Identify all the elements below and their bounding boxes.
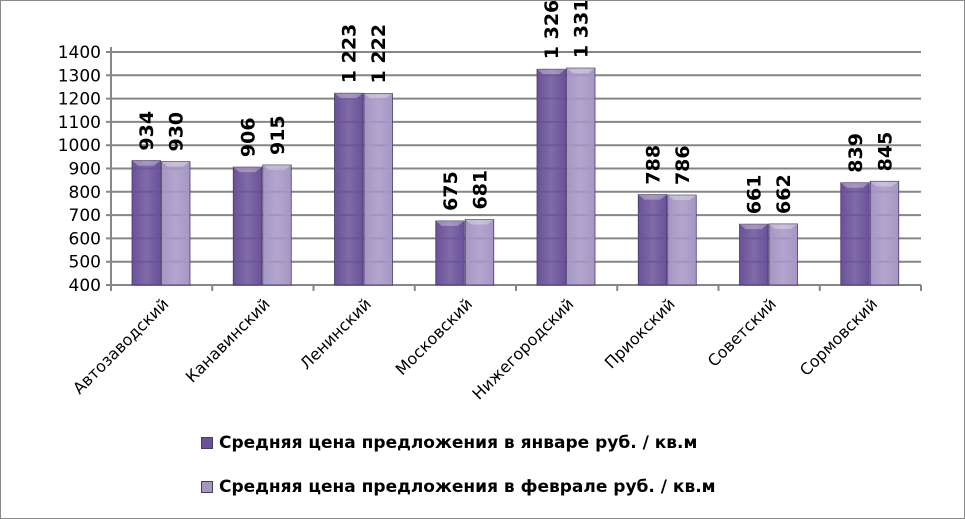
bar-bevel <box>334 93 363 99</box>
bar <box>536 68 566 286</box>
data-label: 788 <box>643 145 665 185</box>
bar <box>161 161 191 286</box>
bar-bevel <box>739 224 768 230</box>
x-tick-label: Автозаводский <box>69 294 172 397</box>
x-tick-label: Нижегородский <box>468 294 577 403</box>
legend-item-january: Средняя цена предложения в январе руб. /… <box>201 433 697 453</box>
y-tick-label: 500 <box>69 253 101 273</box>
bar <box>637 194 668 286</box>
y-tick-label: 1200 <box>58 90 101 110</box>
bar-bevel <box>566 68 595 74</box>
legend-item-february: Средняя цена предложения в феврале руб. … <box>201 477 716 497</box>
bar-bevel <box>364 93 393 99</box>
x-tick-label: Московский <box>392 294 477 379</box>
bar <box>232 166 263 286</box>
data-label: 845 <box>875 132 897 172</box>
legend-label: Средняя цена предложения в феврале руб. … <box>219 477 716 497</box>
bar-bevel <box>840 182 870 188</box>
data-label: 915 <box>267 115 289 155</box>
data-label: 1 326 <box>541 1 563 59</box>
y-tick-label: 1300 <box>58 66 101 86</box>
bar-bevel <box>870 181 899 187</box>
data-label: 1 223 <box>339 24 361 84</box>
bar-bevel <box>262 165 292 171</box>
y-tick-label: 800 <box>69 183 101 203</box>
bar <box>768 223 798 286</box>
data-label: 675 <box>440 171 462 211</box>
bar <box>739 223 769 286</box>
data-label: 786 <box>672 145 694 185</box>
data-label: 930 <box>166 112 188 152</box>
bar <box>131 160 161 286</box>
bar <box>667 194 697 286</box>
bar-bevel <box>161 161 190 167</box>
legend-label: Средняя цена предложения в январе руб. /… <box>219 433 698 453</box>
x-tick-label: Сормовский <box>796 294 881 379</box>
y-tick-label: 900 <box>69 160 101 180</box>
data-label: 681 <box>470 170 492 210</box>
y-tick-label: 1000 <box>58 136 101 156</box>
y-tick-label: 700 <box>69 206 101 226</box>
data-label: 906 <box>238 117 260 157</box>
bar <box>262 164 292 286</box>
x-tick-label: Канавинский <box>182 294 274 386</box>
bar-bevel <box>132 160 161 166</box>
bar-bevel <box>769 223 798 229</box>
x-tick-label: Советский <box>704 294 780 370</box>
bar-bevel <box>435 220 465 226</box>
data-label: 934 <box>136 111 158 151</box>
bar <box>435 220 465 286</box>
x-tick-label: Приокский <box>601 294 679 372</box>
bar-bevel <box>667 195 697 201</box>
legend-swatch <box>201 481 213 493</box>
bar <box>840 182 870 286</box>
x-tick-label: Ленинский <box>296 294 375 373</box>
legend-swatch <box>201 437 213 449</box>
bar <box>334 92 364 286</box>
data-label: 1 222 <box>368 24 390 84</box>
y-tick-label: 400 <box>69 276 101 296</box>
bar-bevel <box>537 69 566 75</box>
data-label: 661 <box>744 175 766 215</box>
data-label: 839 <box>845 133 867 173</box>
bar <box>869 180 900 286</box>
data-label: 1 331 <box>571 1 593 58</box>
y-tick-label: 1400 <box>58 43 101 63</box>
data-label: 662 <box>773 174 795 214</box>
bar <box>566 67 596 286</box>
y-tick-label: 600 <box>69 229 101 249</box>
bar-bevel <box>233 167 262 173</box>
bar <box>464 219 495 286</box>
bar-bevel <box>465 219 494 225</box>
y-tick-label: 1100 <box>58 113 101 133</box>
bar-bevel <box>638 194 667 200</box>
bar <box>363 93 393 286</box>
